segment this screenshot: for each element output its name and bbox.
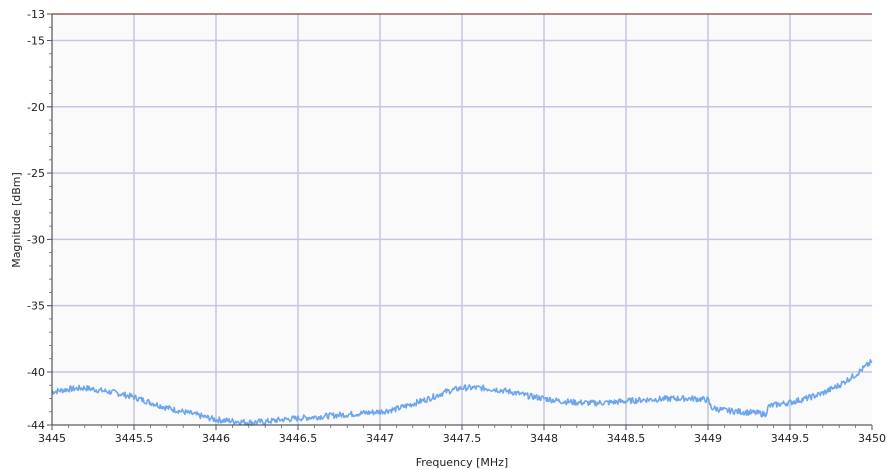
x-tick-label: 3447 — [366, 432, 394, 445]
y-tick-label: -35 — [27, 300, 45, 313]
y-tick-label: -13 — [27, 8, 45, 21]
x-tick-label: 3448 — [530, 432, 558, 445]
y-tick-label: -44 — [27, 419, 45, 432]
x-tick-label: 3448.5 — [607, 432, 646, 445]
trace-layer — [51, 358, 873, 426]
x-tick-label: 3445.5 — [115, 432, 154, 445]
y-axis-title: Magnitude [dBm] — [10, 172, 23, 268]
x-tick-label: 3449.5 — [771, 432, 810, 445]
x-tick-label: 3450 — [858, 432, 886, 445]
y-axis-ticks: -13 -15 -20 -25 -30 -35 -40 -44 — [27, 8, 52, 432]
y-tick-label: -40 — [27, 366, 45, 379]
x-tick-label: 3447.5 — [443, 432, 482, 445]
grid-lines — [52, 14, 872, 425]
y-tick-label: -25 — [27, 167, 45, 180]
y-tick-label: -15 — [27, 35, 45, 48]
x-tick-label: 3446 — [202, 432, 230, 445]
x-tick-label: 3446.5 — [279, 432, 318, 445]
y-tick-label: -30 — [27, 233, 45, 246]
magnitude-trace — [51, 358, 873, 426]
x-tick-label: 3445 — [38, 432, 66, 445]
x-axis-title: Frequency [MHz] — [416, 456, 508, 469]
x-tick-label: 3449 — [694, 432, 722, 445]
x-axis-ticks: 3445 3445.5 3446 3446.5 3447 3447.5 3448 3448.5… — [38, 425, 886, 445]
y-tick-label: -20 — [27, 101, 45, 114]
